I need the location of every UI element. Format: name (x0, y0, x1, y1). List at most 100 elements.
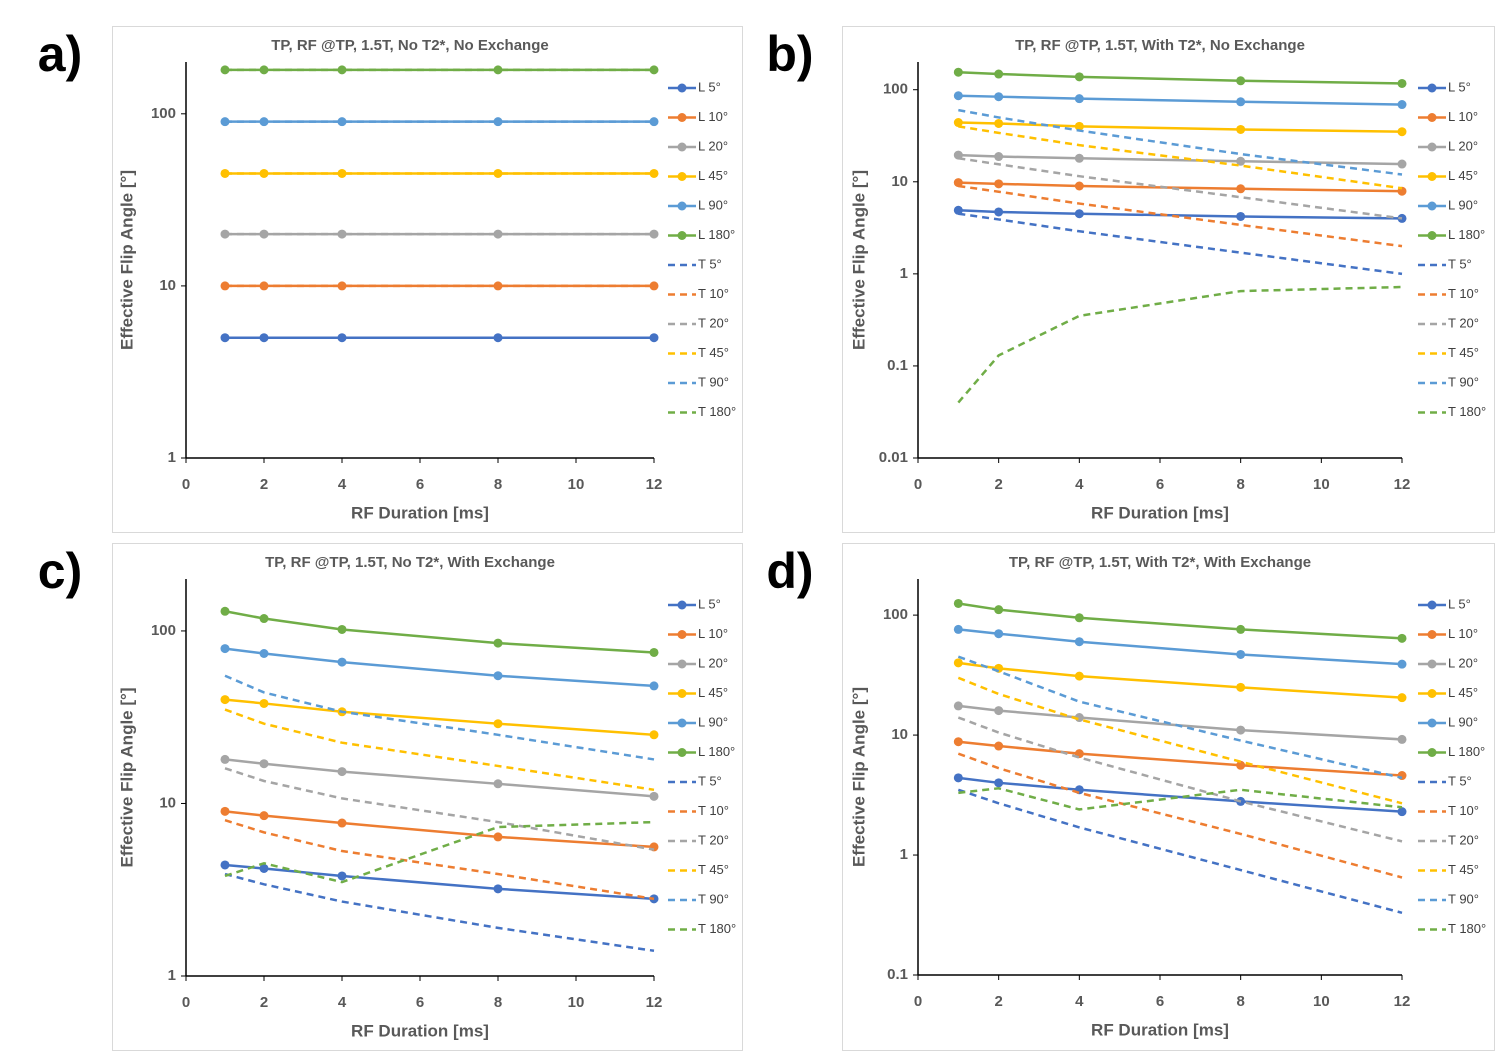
data-point (220, 606, 230, 616)
data-point (1074, 94, 1084, 104)
panel-border (842, 543, 1495, 1051)
y-axis-title: Effective Flip Angle [°] (849, 687, 868, 867)
legend-label: L 45° (1448, 168, 1478, 183)
series-line (958, 121, 1403, 133)
panel-label: c) (38, 543, 82, 599)
x-tick-label: 6 (416, 476, 424, 493)
legend-marker (1427, 83, 1437, 93)
x-tick-label: 0 (914, 993, 922, 1010)
data-point (1074, 121, 1084, 131)
x-tick-label: 8 (1236, 993, 1244, 1010)
data-point (953, 737, 963, 747)
series-line (957, 655, 1403, 780)
data-point (994, 605, 1004, 615)
y-tick-label: 100 (883, 606, 908, 623)
legend-label: L 180° (698, 744, 735, 759)
legend-label: T 180° (698, 921, 736, 936)
series-line (224, 610, 655, 654)
data-point (1074, 671, 1084, 681)
data-point (493, 671, 503, 681)
legend-marker (1427, 231, 1437, 240)
x-tick-label: 12 (1394, 476, 1411, 493)
data-point (337, 871, 347, 881)
x-tick-label: 6 (1156, 476, 1164, 493)
data-point (259, 648, 269, 658)
series-line (224, 820, 655, 884)
legend-marker (1427, 172, 1437, 181)
data-point (994, 118, 1004, 128)
data-point (649, 730, 659, 740)
y-tick-label: 100 (151, 622, 176, 639)
data-point (994, 741, 1004, 751)
y-tick-label: 1 (900, 846, 908, 863)
series-line (958, 181, 1403, 193)
data-point (1236, 97, 1246, 107)
legend-marker (677, 689, 687, 698)
data-point (1074, 613, 1084, 623)
series-line (224, 758, 655, 798)
data-point (493, 779, 503, 789)
legend-label: L 20° (1448, 138, 1478, 153)
data-point (649, 281, 659, 291)
y-tick-label: 1 (168, 967, 176, 984)
data-point (1397, 100, 1407, 110)
data-point (1236, 760, 1246, 770)
series-line (957, 788, 1403, 915)
data-point (953, 701, 963, 711)
y-tick-label: 100 (151, 105, 176, 122)
legend-marker (677, 172, 687, 181)
x-tick-label: 12 (646, 476, 663, 493)
data-point (259, 811, 269, 821)
data-point (994, 207, 1004, 217)
data-point (337, 333, 347, 343)
x-tick-label: 8 (494, 476, 502, 493)
data-point (994, 778, 1004, 788)
data-point (953, 598, 963, 608)
series-line (958, 776, 1403, 813)
data-point (994, 69, 1004, 79)
series-line (958, 602, 1403, 640)
legend-label: L 10° (698, 109, 728, 124)
data-point (337, 229, 347, 239)
chart-title: TP, RF @TP, 1.5T, With T2*, No Exchange (1015, 37, 1305, 54)
legend-label: T 10° (1448, 803, 1479, 818)
series-line (224, 872, 655, 953)
data-point (953, 118, 963, 128)
legend-label: T 45° (698, 862, 729, 877)
legend-label: L 45° (698, 685, 728, 700)
legend-marker (677, 630, 687, 639)
data-point (1236, 76, 1246, 86)
x-tick-label: 10 (1313, 993, 1330, 1010)
data-point (953, 205, 963, 215)
legend-marker (1427, 600, 1437, 610)
data-point (649, 229, 659, 239)
x-tick-label: 10 (1313, 476, 1330, 493)
series-line (224, 818, 655, 901)
data-point (259, 759, 269, 769)
data-point (493, 333, 503, 343)
legend-marker (677, 718, 687, 728)
data-point (1236, 624, 1246, 634)
series-line (958, 661, 1403, 699)
legend-label: L 180° (1448, 227, 1485, 242)
legend-label: L 5° (1448, 596, 1471, 611)
data-point (649, 791, 659, 801)
x-tick-label: 6 (1156, 993, 1164, 1010)
legend-marker (1427, 718, 1437, 728)
legend-marker (677, 659, 687, 669)
data-point (1236, 649, 1246, 659)
data-point (649, 117, 659, 127)
x-tick-label: 6 (416, 994, 424, 1011)
data-point (994, 629, 1004, 639)
y-tick-label: 0.1 (887, 357, 908, 374)
series-line (958, 184, 1403, 248)
y-axis-title: Effective Flip Angle [°] (117, 170, 136, 350)
y-tick-label: 1 (900, 265, 908, 282)
data-point (493, 884, 503, 894)
data-point (1397, 78, 1407, 88)
data-point (1236, 725, 1246, 735)
legend-marker (1427, 689, 1437, 698)
legend-label: T 20° (698, 832, 729, 847)
data-point (337, 168, 347, 178)
data-point (337, 281, 347, 291)
